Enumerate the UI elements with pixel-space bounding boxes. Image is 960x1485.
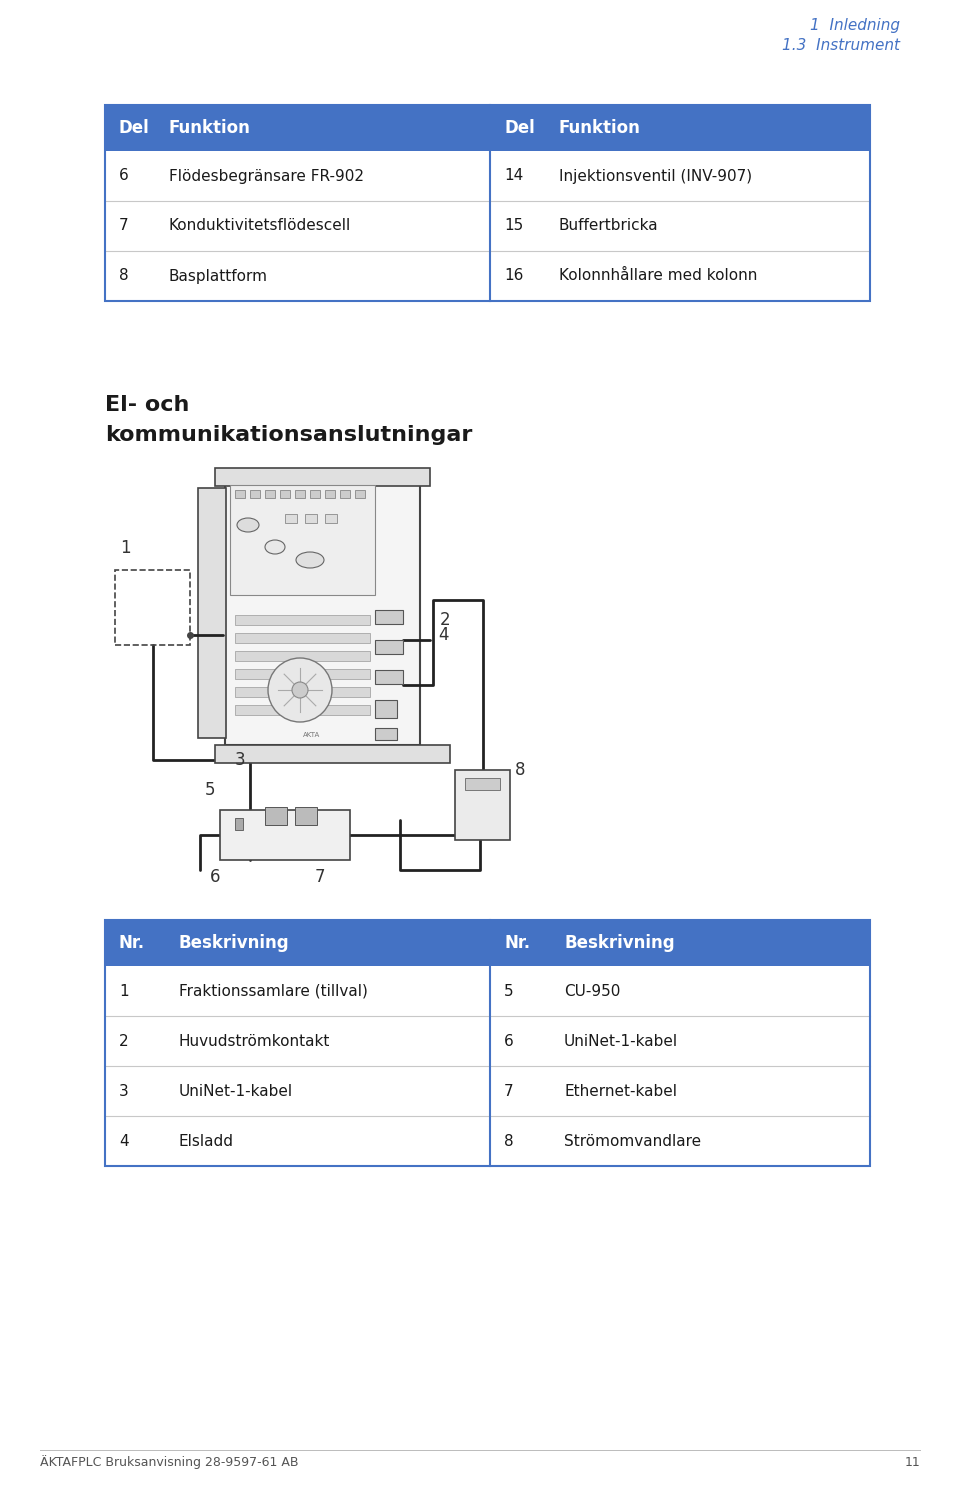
Text: 6: 6 [119, 168, 129, 184]
Bar [325, 514, 337, 523]
Bar [115, 570, 190, 644]
Text: UniNet-1-kabel: UniNet-1-kabel [564, 1034, 678, 1048]
Text: Strömomvandlare: Strömomvandlare [564, 1133, 701, 1148]
Bar [220, 809, 350, 860]
Circle shape [292, 682, 308, 698]
Bar [355, 490, 365, 497]
Text: Basplattform: Basplattform [169, 269, 268, 284]
Text: Del: Del [119, 119, 150, 137]
Text: CU-950: CU-950 [564, 983, 620, 998]
Text: 1: 1 [119, 983, 129, 998]
Bar [465, 778, 500, 790]
Text: 8: 8 [504, 1133, 514, 1148]
Bar [235, 818, 243, 830]
Bar [280, 490, 290, 497]
Text: Ethernet-kabel: Ethernet-kabel [564, 1084, 677, 1099]
Text: Beskrivning: Beskrivning [179, 934, 290, 952]
Bar [235, 670, 370, 679]
Bar [375, 728, 397, 740]
Bar [265, 806, 287, 826]
Text: 11: 11 [904, 1455, 920, 1469]
Text: Injektionsventil (INV-907): Injektionsventil (INV-907) [559, 168, 752, 184]
Bar [340, 490, 350, 497]
Text: Funktion: Funktion [169, 119, 251, 137]
Text: 15: 15 [504, 218, 523, 233]
Text: 8: 8 [119, 269, 129, 284]
Text: 4: 4 [438, 627, 448, 644]
Bar [310, 490, 320, 497]
Text: UniNet-1-kabel: UniNet-1-kabel [179, 1084, 293, 1099]
Text: 3: 3 [235, 751, 246, 769]
Bar [105, 105, 870, 301]
Text: 5: 5 [504, 983, 514, 998]
Text: 1.3  Instrument: 1.3 Instrument [782, 39, 900, 53]
Text: Kolonnhållare med kolonn: Kolonnhållare med kolonn [559, 269, 757, 284]
Text: Huvudströmkontakt: Huvudströmkontakt [179, 1034, 330, 1048]
Text: Konduktivitetsflödescell: Konduktivitetsflödescell [169, 218, 351, 233]
Bar [105, 105, 870, 151]
Bar [105, 921, 870, 1166]
Text: 8: 8 [515, 760, 525, 780]
Bar [250, 490, 260, 497]
Ellipse shape [296, 552, 324, 567]
Text: AKTA: AKTA [302, 732, 320, 738]
Bar [325, 490, 335, 497]
Text: Nr.: Nr. [504, 934, 530, 952]
Bar [455, 771, 510, 841]
Text: 7: 7 [504, 1084, 514, 1099]
Bar [235, 490, 245, 497]
Text: 6: 6 [210, 869, 221, 887]
Text: Buffertbricka: Buffertbricka [559, 218, 659, 233]
Bar [215, 468, 430, 486]
Text: 5: 5 [205, 781, 215, 799]
Text: 1  Inledning: 1 Inledning [810, 18, 900, 33]
Bar [295, 806, 317, 826]
Text: Del: Del [504, 119, 535, 137]
Text: 3: 3 [119, 1084, 129, 1099]
Text: Fraktionssamlare (tillval): Fraktionssamlare (tillval) [179, 983, 368, 998]
Ellipse shape [265, 541, 285, 554]
Bar [235, 705, 370, 714]
Bar [230, 486, 375, 595]
Ellipse shape [237, 518, 259, 532]
Text: Elsladd: Elsladd [179, 1133, 234, 1148]
Text: kommunikationsanslutningar: kommunikationsanslutningar [105, 425, 472, 446]
Bar [235, 633, 370, 643]
Text: 2: 2 [119, 1034, 129, 1048]
Circle shape [268, 658, 332, 722]
Text: 7: 7 [119, 218, 129, 233]
Text: ÄKTAFPLC Bruksanvisning 28-9597-61 AB: ÄKTAFPLC Bruksanvisning 28-9597-61 AB [40, 1455, 299, 1469]
Bar [295, 490, 305, 497]
Text: Beskrivning: Beskrivning [564, 934, 675, 952]
Bar [225, 480, 420, 745]
Bar [375, 670, 403, 685]
Text: Funktion: Funktion [559, 119, 641, 137]
Text: 2: 2 [440, 610, 450, 630]
Text: 16: 16 [504, 269, 523, 284]
Text: 6: 6 [504, 1034, 514, 1048]
Text: 1: 1 [120, 539, 131, 557]
Bar [198, 489, 226, 738]
Bar [215, 745, 450, 763]
Bar [265, 490, 275, 497]
Text: Flödesbegränsare FR-902: Flödesbegränsare FR-902 [169, 168, 364, 184]
Bar [105, 921, 870, 967]
Text: El- och: El- och [105, 395, 189, 414]
Text: Nr.: Nr. [119, 934, 145, 952]
Bar [375, 640, 403, 653]
Text: 14: 14 [504, 168, 523, 184]
Bar [375, 610, 403, 624]
Bar [235, 615, 370, 625]
Bar [375, 699, 397, 719]
Text: 4: 4 [119, 1133, 129, 1148]
Bar [235, 650, 370, 661]
Bar [235, 688, 370, 696]
Text: 7: 7 [315, 869, 325, 887]
Bar [305, 514, 317, 523]
Bar [285, 514, 297, 523]
